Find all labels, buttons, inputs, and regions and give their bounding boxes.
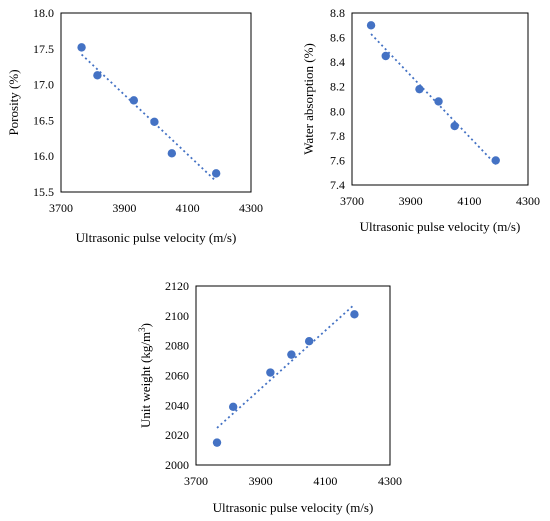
y-tick-label: 2080: [165, 339, 189, 353]
data-point: [212, 438, 222, 447]
data-point: [77, 43, 86, 52]
data-point: [150, 117, 159, 127]
y-axis-title-text: Porosity (%): [6, 69, 21, 135]
x-tick-label: 4300: [516, 194, 540, 208]
data-point: [450, 121, 459, 131]
x-axis-title: Ultrasonic pulse velocity (m/s): [360, 219, 521, 234]
y-axis-title: Water absorption (%): [301, 43, 316, 155]
y-tick-label: 8.2: [330, 80, 345, 94]
data-point: [228, 402, 238, 412]
x-axis-title: Ultrasonic pulse velocity (m/s): [213, 500, 374, 515]
y-tick-label: 8.6: [330, 31, 345, 45]
y-tick-label: 2060: [165, 369, 189, 383]
data-point: [415, 84, 424, 94]
y-tick-label: 16.0: [33, 149, 54, 163]
data-point: [93, 71, 102, 80]
trendline: [370, 33, 497, 165]
x-tick-label: 3700: [340, 194, 364, 208]
plot-frame: [195, 285, 391, 466]
data-point: [491, 156, 500, 165]
data-point: [287, 350, 296, 359]
y-tick-label: 2000: [165, 458, 189, 472]
data-point: [167, 149, 177, 158]
y-tick-label: 8.8: [330, 6, 345, 20]
data-point: [304, 336, 314, 346]
trendline: [216, 303, 356, 429]
x-tick-label: 3900: [249, 474, 273, 488]
plot-frame: [351, 12, 529, 186]
x-tick-label: 3900: [112, 201, 136, 215]
y-axis-title: Unit weight (kg/m3): [137, 323, 153, 428]
data-point: [434, 97, 443, 106]
x-tick-label: 4300: [239, 201, 263, 215]
y-tick-label: 8.0: [330, 104, 345, 118]
x-tick-label: 4300: [378, 474, 402, 488]
y-axis-title-superscript: 3: [137, 327, 147, 332]
data-point: [266, 368, 275, 377]
y-tick-label: 2040: [165, 398, 189, 412]
plot-frame: [60, 12, 252, 193]
y-axis-title-text: Water absorption (%): [301, 43, 316, 155]
y-tick-label: 2120: [165, 279, 189, 293]
data-point: [129, 96, 139, 105]
y-tick-label: 2100: [165, 309, 189, 323]
x-tick-label: 4100: [457, 194, 481, 208]
x-tick-label: 4100: [313, 474, 337, 488]
y-axis-title-end: ): [138, 323, 153, 327]
chart-unit-weight: 3700 3900 4100 4300 2000 2020 2040 2060 2080 2100…: [137, 279, 402, 515]
y-tick-label: 17.0: [33, 78, 54, 92]
x-tick-label: 3900: [399, 194, 423, 208]
data-point: [381, 51, 390, 61]
y-tick-label: 18.0: [33, 6, 54, 20]
y-tick-label: 8.4: [330, 55, 345, 69]
chart-porosity: 3700 3900 4100 4300 15.5 16.0 16.5 17.0 17.5 18.0…: [6, 6, 263, 245]
x-axis-title: Ultrasonic pulse velocity (m/s): [76, 230, 237, 245]
x-tick-label: 3700: [49, 201, 73, 215]
y-axis-title: Porosity (%): [6, 69, 21, 135]
y-tick-label: 2020: [165, 428, 189, 442]
y-tick-label: 7.6: [330, 153, 345, 167]
y-tick-label: 7.4: [330, 178, 345, 192]
trendline: [80, 53, 217, 182]
y-tick-label: 7.8: [330, 129, 345, 143]
data-point: [211, 169, 221, 178]
data-point: [350, 310, 359, 319]
y-tick-label: 16.5: [33, 113, 54, 127]
y-tick-label: 17.5: [33, 42, 54, 56]
y-axis-title-text: Unit weight (kg/m: [138, 332, 153, 428]
chart-water-absorption: 3700 3900 4100 4300 7.4 7.6 7.8 8.0 8.2 8.4 8.6 8.8…: [301, 6, 540, 234]
data-point: [366, 21, 376, 30]
y-tick-label: 15.5: [33, 185, 54, 199]
x-tick-label: 4100: [176, 201, 200, 215]
x-tick-label: 3700: [184, 474, 208, 488]
